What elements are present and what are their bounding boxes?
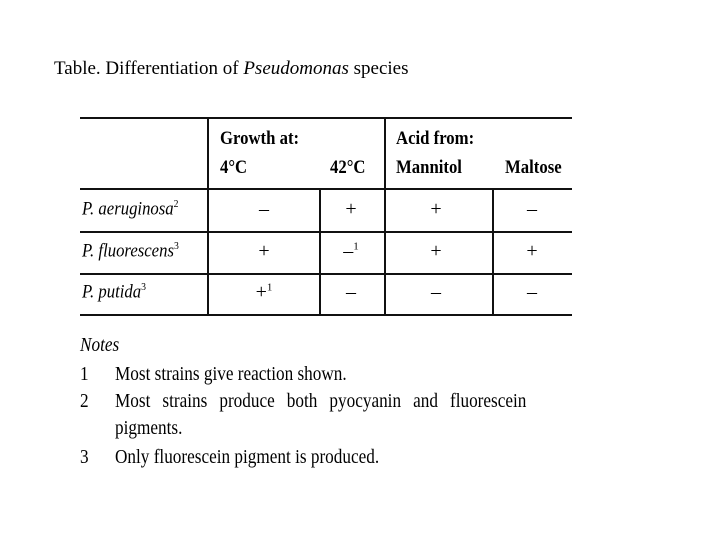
note-text: Most strains produce both pyocyanin and … xyxy=(115,390,527,412)
col-4c: 4°C xyxy=(220,157,248,178)
divider xyxy=(492,189,494,315)
note-text: Only fluorescein pigment is produced. xyxy=(115,446,380,468)
divider xyxy=(384,118,386,315)
row-label: P. putida3 xyxy=(82,281,146,303)
rule xyxy=(80,231,572,233)
header-growth: Growth at: xyxy=(220,128,300,149)
cell-value: + xyxy=(526,240,538,262)
header-acid: Acid from: xyxy=(396,128,475,149)
row-label: P. aeruginosa2 xyxy=(82,198,179,220)
species-name: P. putida xyxy=(82,281,142,303)
title-genus: Pseudomonas xyxy=(243,58,349,79)
cell-value: + xyxy=(430,240,442,262)
divider xyxy=(319,189,321,315)
col-42c: 42°C xyxy=(330,157,366,178)
species-name: P. fluorescens xyxy=(82,240,174,262)
footnote-ref: 1 xyxy=(266,281,273,294)
cell-value: – xyxy=(527,281,537,303)
table-cell: –1 xyxy=(321,240,381,263)
cell-value: + xyxy=(255,281,267,303)
table-cell: – xyxy=(321,281,381,304)
footnote-ref: 2 xyxy=(173,198,179,210)
table-title: Table. Differentiation of Pseudomonas sp… xyxy=(54,58,409,80)
table-cell: +1 xyxy=(234,281,294,304)
species-name: P. aeruginosa xyxy=(82,198,174,220)
table-cell: + xyxy=(321,198,381,221)
footnote-ref: 1 xyxy=(353,240,359,253)
table-cell: + xyxy=(234,240,294,263)
table-cell: + xyxy=(406,240,466,263)
cell-value: – xyxy=(431,281,441,303)
cell-value: – xyxy=(346,281,356,303)
rule xyxy=(80,188,572,190)
row-label: P. fluorescens3 xyxy=(82,240,179,262)
table-cell: – xyxy=(234,198,294,221)
rule xyxy=(80,314,572,316)
cell-value: – xyxy=(527,198,537,220)
rule xyxy=(80,117,572,119)
footnote-ref: 3 xyxy=(173,240,179,252)
footnote-ref: 3 xyxy=(141,281,146,293)
divider xyxy=(207,118,209,315)
note-text: Most strains give reaction shown. xyxy=(115,363,347,385)
table-cell: + xyxy=(502,240,562,263)
cell-value: – xyxy=(259,198,269,220)
notes-heading: Notes xyxy=(80,334,120,356)
cell-value: – xyxy=(343,240,354,262)
table-cell: – xyxy=(406,281,466,304)
title-prefix: Table. Differentiation of xyxy=(54,58,244,79)
note-text-cont: pigments. xyxy=(115,417,183,439)
table-cell: – xyxy=(502,198,562,221)
note-num: 1 xyxy=(80,363,89,385)
note-num: 2 xyxy=(80,390,89,412)
note-num: 3 xyxy=(80,446,89,468)
table-cell: + xyxy=(406,198,466,221)
title-suffix: species xyxy=(348,58,409,79)
cell-value: + xyxy=(430,198,442,220)
rule xyxy=(80,273,572,275)
col-mannitol: Mannitol xyxy=(396,157,462,178)
table-cell: – xyxy=(502,281,562,304)
cell-value: + xyxy=(258,240,270,262)
cell-value: + xyxy=(345,198,357,220)
col-maltose: Maltose xyxy=(505,157,562,178)
